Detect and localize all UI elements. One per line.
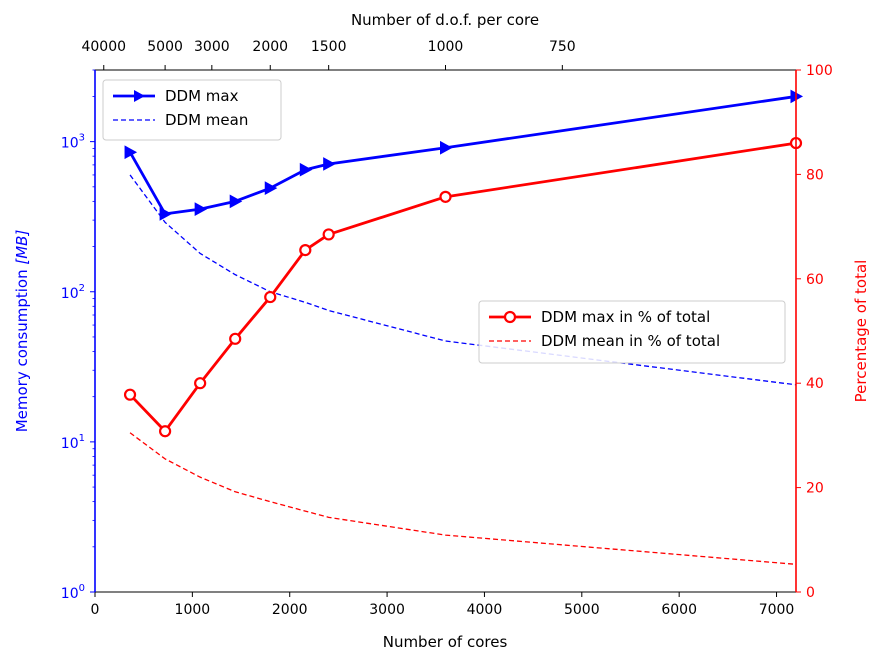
left-tick-exponent: 3 bbox=[79, 133, 85, 144]
x-tick-label: 2000 bbox=[272, 602, 308, 618]
top-tick-label: 1500 bbox=[311, 39, 347, 55]
data-point-triangle bbox=[440, 140, 453, 155]
right-axis-label: Percentage of total bbox=[852, 260, 870, 403]
series-layer bbox=[123, 89, 804, 565]
legend-label: DDM mean in % of total bbox=[541, 332, 720, 350]
series-line bbox=[129, 432, 797, 565]
top-tick-label: 3000 bbox=[194, 39, 230, 55]
data-point-circle bbox=[299, 243, 312, 257]
left-tick-base: 10 bbox=[61, 586, 79, 602]
data-point-triangle bbox=[323, 157, 336, 171]
top-tick-label: 750 bbox=[549, 39, 576, 55]
left-tick-base: 10 bbox=[61, 136, 79, 152]
legend-upper-left: DDM max DDM mean bbox=[102, 79, 282, 141]
x-tick-label: 4000 bbox=[467, 602, 503, 618]
x-tick-label: 5000 bbox=[564, 602, 600, 618]
x-tick-label: 1000 bbox=[175, 602, 211, 618]
x-tick-label: 7000 bbox=[759, 602, 795, 618]
top-tick-label: 40000 bbox=[81, 39, 126, 55]
legend-center-right: DDM max in % of total DDM mean in % of to… bbox=[478, 300, 786, 364]
data-point-triangle bbox=[229, 194, 243, 209]
data-point-circle bbox=[229, 332, 242, 345]
data-point-triangle bbox=[159, 207, 173, 221]
top-tick-label: 1000 bbox=[428, 39, 464, 55]
right-tick-label: 0 bbox=[806, 585, 815, 601]
data-point-circle bbox=[264, 290, 277, 304]
legend-box bbox=[478, 300, 786, 364]
right-tick-label: 20 bbox=[806, 481, 824, 497]
left-axis-label: Memory consumption [MB] bbox=[13, 230, 31, 433]
legend-label: DDM mean bbox=[165, 111, 248, 129]
data-point-circle bbox=[322, 228, 335, 241]
x-tick-label: 3000 bbox=[369, 602, 405, 618]
right-tick-label: 60 bbox=[806, 272, 824, 288]
right-tick-label: 100 bbox=[806, 63, 833, 79]
top-tick-label: 2000 bbox=[252, 39, 288, 55]
top-tick-label: 5000 bbox=[147, 39, 183, 55]
series-3 bbox=[129, 432, 797, 565]
left-tick-base: 10 bbox=[61, 286, 79, 302]
top-axis-label: Number of d.o.f. per core bbox=[351, 11, 539, 29]
x-axis-label: Number of cores bbox=[383, 633, 508, 651]
data-point-triangle bbox=[264, 181, 278, 195]
data-point-circle bbox=[159, 425, 172, 438]
data-point-circle bbox=[194, 377, 207, 390]
right-tick-label: 80 bbox=[806, 167, 824, 183]
left-axis-label-text: Memory consumption bbox=[13, 265, 31, 433]
left-tick-label: 102 bbox=[61, 283, 85, 302]
x-tick-label: 0 bbox=[91, 602, 100, 618]
legend-label: DDM max in % of total bbox=[541, 308, 710, 326]
left-axis-label-unit: [MB] bbox=[13, 230, 31, 265]
data-point-circle bbox=[439, 190, 452, 203]
left-tick-label: 100 bbox=[61, 583, 85, 602]
left-tick-exponent: 0 bbox=[79, 583, 85, 594]
legend-swatch-marker bbox=[503, 310, 517, 324]
left-tick-base: 10 bbox=[61, 436, 79, 452]
series-0 bbox=[124, 89, 804, 221]
data-point-triangle bbox=[124, 145, 138, 160]
left-tick-label: 101 bbox=[61, 433, 85, 452]
left-tick-label: 103 bbox=[61, 133, 85, 152]
left-tick-exponent: 1 bbox=[79, 433, 85, 444]
x-tick-label: 6000 bbox=[661, 602, 697, 618]
legend-swatch-marker bbox=[134, 90, 145, 102]
data-point-triangle bbox=[299, 162, 313, 177]
left-tick-exponent: 2 bbox=[79, 283, 85, 294]
series-2 bbox=[123, 136, 803, 438]
right-tick-label: 40 bbox=[806, 376, 824, 392]
data-point-circle bbox=[123, 388, 137, 401]
legend-label: DDM max bbox=[165, 87, 239, 105]
series-line bbox=[129, 141, 797, 433]
data-point-triangle bbox=[194, 202, 208, 216]
